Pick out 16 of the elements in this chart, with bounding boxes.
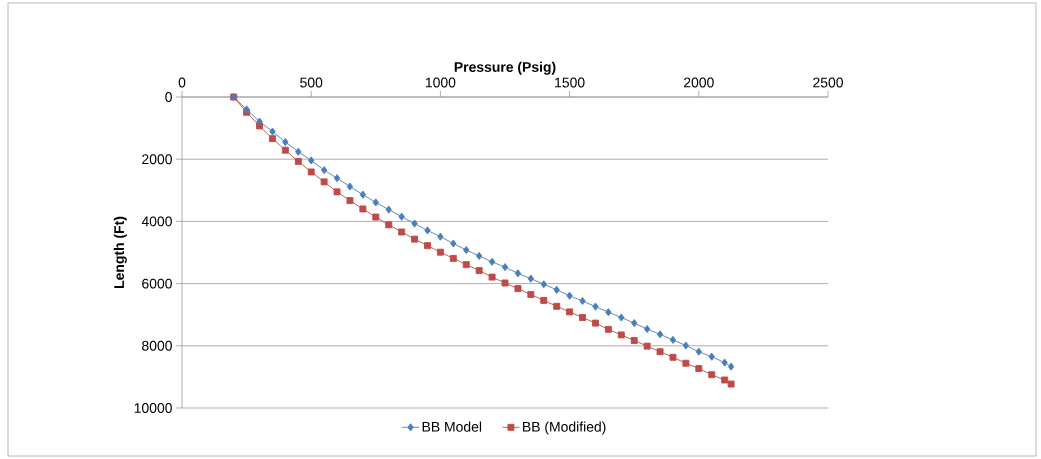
x-tick-label: 1000 [425, 77, 456, 88]
y-tick-label: 4000 [141, 216, 172, 227]
legend-label: BB Model [422, 421, 482, 432]
y-axis-title: Length (Ft) [113, 216, 127, 288]
x-axis-title: Pressure (Psig) [454, 61, 556, 75]
legend-label: BB (Modified) [523, 421, 606, 435]
x-tick-label: 500 [300, 77, 323, 88]
y-tick-label: 6000 [142, 278, 172, 289]
y-tick-label: 2000 [142, 154, 172, 165]
x-tick-label: 2500 [813, 77, 843, 88]
x-tick-label: 0 [178, 77, 186, 88]
x-tick-label: 1500 [555, 77, 585, 88]
y-tick-label: 0 [165, 92, 172, 102]
y-tick-label: 8000 [142, 340, 172, 351]
x-tick-label: 2000 [684, 77, 714, 88]
y-tick-label: 10000 [134, 403, 172, 413]
